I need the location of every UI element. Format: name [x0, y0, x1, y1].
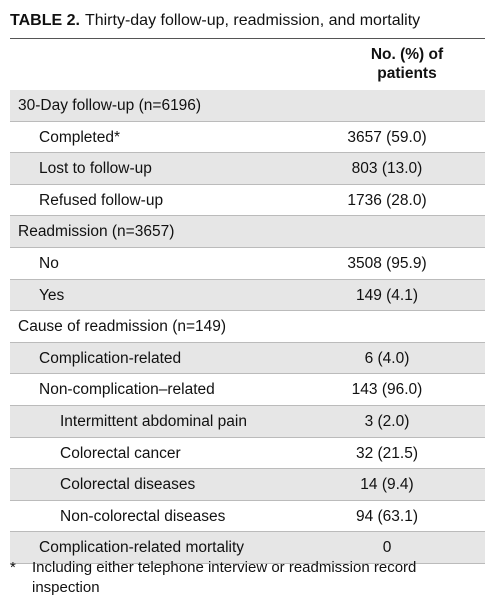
caption-text: Thirty-day follow-up, readmission, and m… [84, 12, 421, 29]
row-value: 14 (9.4) [360, 476, 414, 494]
row-value: 143 (96.0) [351, 381, 423, 399]
table-row: 30-Day follow-up (n=6196) [10, 90, 485, 122]
table-row: Lost to follow-up 803 (13.0) [10, 153, 485, 185]
footnote-mark: * [10, 559, 16, 576]
row-label: Intermittent abdominal pain [60, 412, 247, 430]
row-value: 149 (4.1) [355, 286, 419, 304]
table-header: No. (%) of patients [10, 38, 485, 92]
row-value: 3 (2.0) [364, 412, 410, 430]
table-row: Completed* 3657 (59.0) [10, 122, 485, 154]
row-value: 32 (21.5) [355, 444, 419, 462]
row-value: 3657 (59.0) [347, 128, 427, 146]
row-value: 1736 (28.0) [347, 191, 427, 209]
table-row: Cause of readmission (n=149) [10, 311, 485, 343]
row-label: Non-complication–related [39, 381, 215, 399]
row-value: 803 (13.0) [351, 160, 423, 178]
row-label: No [39, 254, 59, 272]
row-label: Readmission (n=3657) [18, 223, 175, 241]
table-body: 30-Day follow-up (n=6196) Completed* 3657 … [10, 90, 485, 564]
row-label: Colorectal diseases [60, 476, 196, 494]
caption-label: TABLE 2. [10, 12, 80, 29]
column-header: No. (%) of patients [370, 46, 444, 82]
footnote-text: Including either telephone interview or … [32, 559, 417, 596]
row-label: Complication-related mortality [39, 539, 245, 557]
table-row: Yes 149 (4.1) [10, 279, 485, 312]
table-row: Readmission (n=3657) [10, 216, 485, 248]
table-row: Colorectal diseases 14 (9.4) [10, 469, 485, 501]
row-label: Complication-related [39, 349, 182, 367]
row-value: 3508 (95.9) [347, 254, 427, 272]
table-row: Complication-related mortality 0 [10, 532, 485, 564]
row-label: Cause of readmission (n=149) [18, 318, 227, 336]
table-row: Intermittent abdominal pain 3 (2.0) [10, 405, 485, 438]
row-label: Lost to follow-up [39, 160, 152, 178]
table-row: Colorectal cancer 32 (21.5) [10, 438, 485, 470]
table-row: Non-complication–related 143 (96.0) [10, 374, 485, 406]
row-label: Completed* [39, 128, 120, 146]
row-label: Colorectal cancer [60, 444, 181, 462]
table-row: Complication-related 6 (4.0) [10, 342, 485, 375]
row-label: Refused follow-up [39, 191, 164, 209]
row-value: 94 (63.1) [355, 507, 419, 525]
row-label: Non-colorectal diseases [60, 507, 226, 525]
caption: TABLE 2. Thirty-day follow-up, readmissio… [10, 12, 420, 30]
row-label: Yes [39, 286, 65, 304]
row-value: 6 (4.0) [364, 349, 410, 367]
footnote: * Including either telephone interview or… [10, 558, 480, 598]
table-row: Non-colorectal diseases 94 (63.1) [10, 501, 485, 533]
row-value: 0 [382, 539, 392, 557]
table-row: No 3508 (95.9) [10, 248, 485, 280]
row-label: 30-Day follow-up (n=6196) [18, 97, 202, 114]
table-row: Refused follow-up 1736 (28.0) [10, 185, 485, 217]
